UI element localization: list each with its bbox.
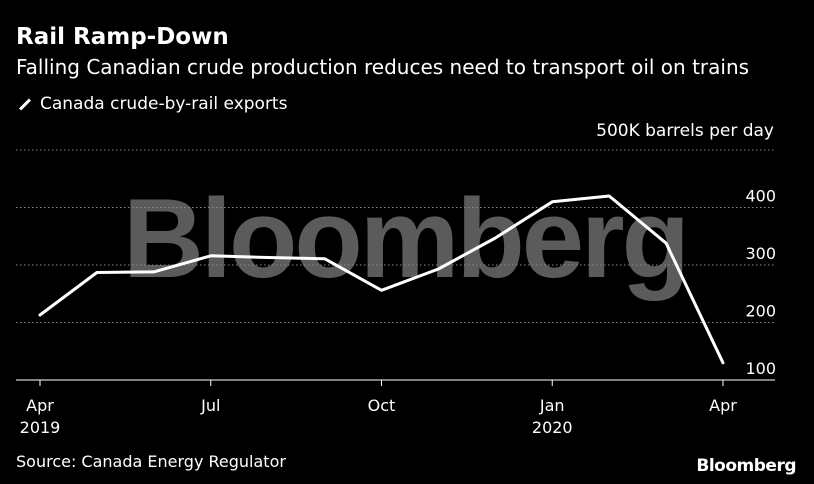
bloomberg-logo: Bloomberg <box>696 456 796 476</box>
chart-subtitle: Falling Canadian crude production reduce… <box>16 55 750 79</box>
y-tick-label: 400 <box>745 187 776 206</box>
x-tick-label: Oct <box>368 396 396 415</box>
x-tick-label: Apr <box>26 396 54 415</box>
legend: Canada crude-by-rail exports <box>18 94 287 114</box>
x-tick-label: Jan <box>539 396 565 415</box>
y-tick-label: 200 <box>745 302 776 321</box>
y-tick-label: 100 <box>745 359 776 378</box>
source-note: Source: Canada Energy Regulator <box>16 452 286 471</box>
series-line-canada-crude-by-rail <box>38 194 725 365</box>
legend-label: Canada crude-by-rail exports <box>40 94 288 114</box>
x-tick-year-label: 2020 <box>532 418 573 437</box>
y-axis-unit-label: 500K barrels per day <box>596 121 774 141</box>
x-tick-year-label: 2019 <box>20 418 61 437</box>
x-tick-label: Apr <box>709 396 737 415</box>
y-tick-label: 300 <box>745 244 776 263</box>
chart-title: Rail Ramp-Down <box>16 24 229 50</box>
x-tick-label: Jul <box>200 396 220 415</box>
